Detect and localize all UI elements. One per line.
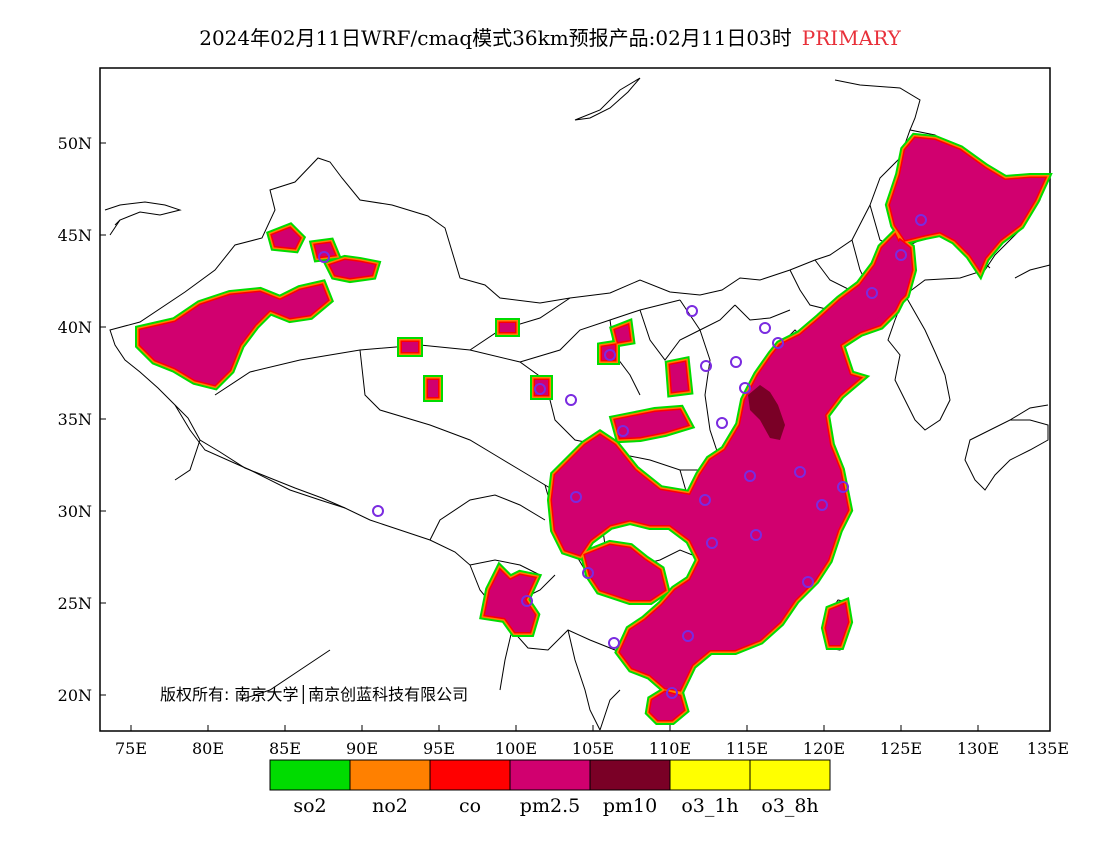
station-marker bbox=[816, 499, 828, 511]
lat-label: 40N bbox=[58, 318, 92, 337]
lon-label: 80E bbox=[192, 739, 224, 758]
station-marker bbox=[699, 494, 711, 506]
station-marker bbox=[570, 491, 582, 503]
lon-label: 135E bbox=[1027, 739, 1069, 758]
legend-swatch bbox=[669, 759, 751, 791]
station-marker bbox=[617, 425, 629, 437]
legend-label-pm10: pm10 bbox=[602, 795, 658, 817]
station-marker bbox=[837, 481, 849, 493]
lon-label: 85E bbox=[269, 739, 301, 758]
legend-swatches bbox=[269, 759, 831, 791]
station-marker bbox=[772, 337, 784, 349]
station-marker bbox=[700, 360, 712, 372]
station-marker bbox=[750, 529, 762, 541]
station-marker bbox=[608, 637, 620, 649]
pm25-region bbox=[585, 545, 665, 600]
legend-label-o3-8h: o3_8h bbox=[761, 795, 819, 817]
pm25-region bbox=[330, 260, 375, 278]
station-marker bbox=[604, 349, 616, 361]
station-marker bbox=[744, 470, 756, 482]
legend-label-so2: so2 bbox=[293, 795, 327, 817]
pm25-region bbox=[140, 285, 328, 385]
station-marker bbox=[682, 630, 694, 642]
lon-label: 75E bbox=[115, 739, 147, 758]
station-marker bbox=[565, 394, 577, 406]
axis-ticks bbox=[100, 142, 1051, 731]
station-marker bbox=[582, 567, 594, 579]
legend-label-co: co bbox=[458, 795, 482, 817]
legend-label-pm25: pm2.5 bbox=[519, 795, 581, 817]
pm25-region bbox=[826, 604, 848, 645]
legend-swatch bbox=[509, 759, 591, 791]
lon-label: 105E bbox=[572, 739, 614, 758]
pm25-region bbox=[670, 362, 688, 392]
lon-label: 120E bbox=[803, 739, 845, 758]
copyright-text: 版权所有: 南京大学│南京创蓝科技有限公司 bbox=[160, 685, 469, 704]
station-marker bbox=[895, 249, 907, 261]
lat-label: 45N bbox=[58, 226, 92, 245]
title-tag: PRIMARY bbox=[801, 26, 901, 50]
lat-label: 35N bbox=[58, 410, 92, 429]
legend-swatch bbox=[429, 759, 511, 791]
pm25-region bbox=[615, 410, 688, 438]
pm25-region bbox=[500, 323, 515, 332]
title-text: 2024年02月11日WRF/cmaq模式36km预报产品:02月11日03时 bbox=[199, 26, 792, 50]
legend-swatch bbox=[749, 759, 831, 791]
station-marker bbox=[794, 466, 806, 478]
station-marker bbox=[730, 356, 742, 368]
lat-label: 25N bbox=[58, 594, 92, 613]
station-marker bbox=[706, 537, 718, 549]
lat-label: 30N bbox=[58, 502, 92, 521]
lon-label: 130E bbox=[957, 739, 999, 758]
lon-label: 110E bbox=[649, 739, 691, 758]
station-marker bbox=[666, 687, 678, 699]
lon-label: 90E bbox=[346, 739, 378, 758]
pm25-region bbox=[650, 692, 684, 720]
pm25-region bbox=[820, 240, 912, 340]
legend-swatch bbox=[269, 759, 351, 791]
pm25-region bbox=[615, 325, 630, 342]
map-title: 2024年02月11日WRF/cmaq模式36km预报产品:02月11日03时 P… bbox=[0, 22, 1100, 51]
station-marker bbox=[521, 595, 533, 607]
station-marker bbox=[372, 505, 384, 517]
legend-swatch bbox=[349, 759, 431, 791]
station-marker bbox=[866, 287, 878, 299]
lon-label: 100E bbox=[495, 739, 537, 758]
station-marker bbox=[759, 322, 771, 334]
station-marker bbox=[318, 251, 330, 263]
station-marker bbox=[716, 417, 728, 429]
station-marker bbox=[534, 383, 546, 395]
pm25-region bbox=[485, 570, 535, 632]
station-marker bbox=[915, 214, 927, 226]
lon-label: 115E bbox=[726, 739, 768, 758]
pm25-region bbox=[890, 138, 1045, 270]
station-markers bbox=[318, 214, 927, 699]
legend-label-no2: no2 bbox=[372, 795, 408, 817]
pm10-region bbox=[748, 385, 785, 440]
lat-label: 50N bbox=[58, 134, 92, 153]
pollution-patches bbox=[135, 132, 1053, 725]
station-marker bbox=[739, 382, 751, 394]
station-marker bbox=[686, 305, 698, 317]
legend-label-o3-1h: o3_1h bbox=[681, 795, 739, 817]
pm25-region bbox=[552, 235, 905, 690]
lat-label: 20N bbox=[58, 686, 92, 705]
station-marker bbox=[802, 576, 814, 588]
pm25-region bbox=[428, 380, 438, 397]
patch-shapes bbox=[135, 132, 1053, 725]
lon-label: 95E bbox=[423, 739, 455, 758]
pm25-region bbox=[272, 228, 300, 248]
lon-label: 125E bbox=[880, 739, 922, 758]
pm25-region bbox=[402, 342, 418, 352]
legend-swatch bbox=[589, 759, 671, 791]
